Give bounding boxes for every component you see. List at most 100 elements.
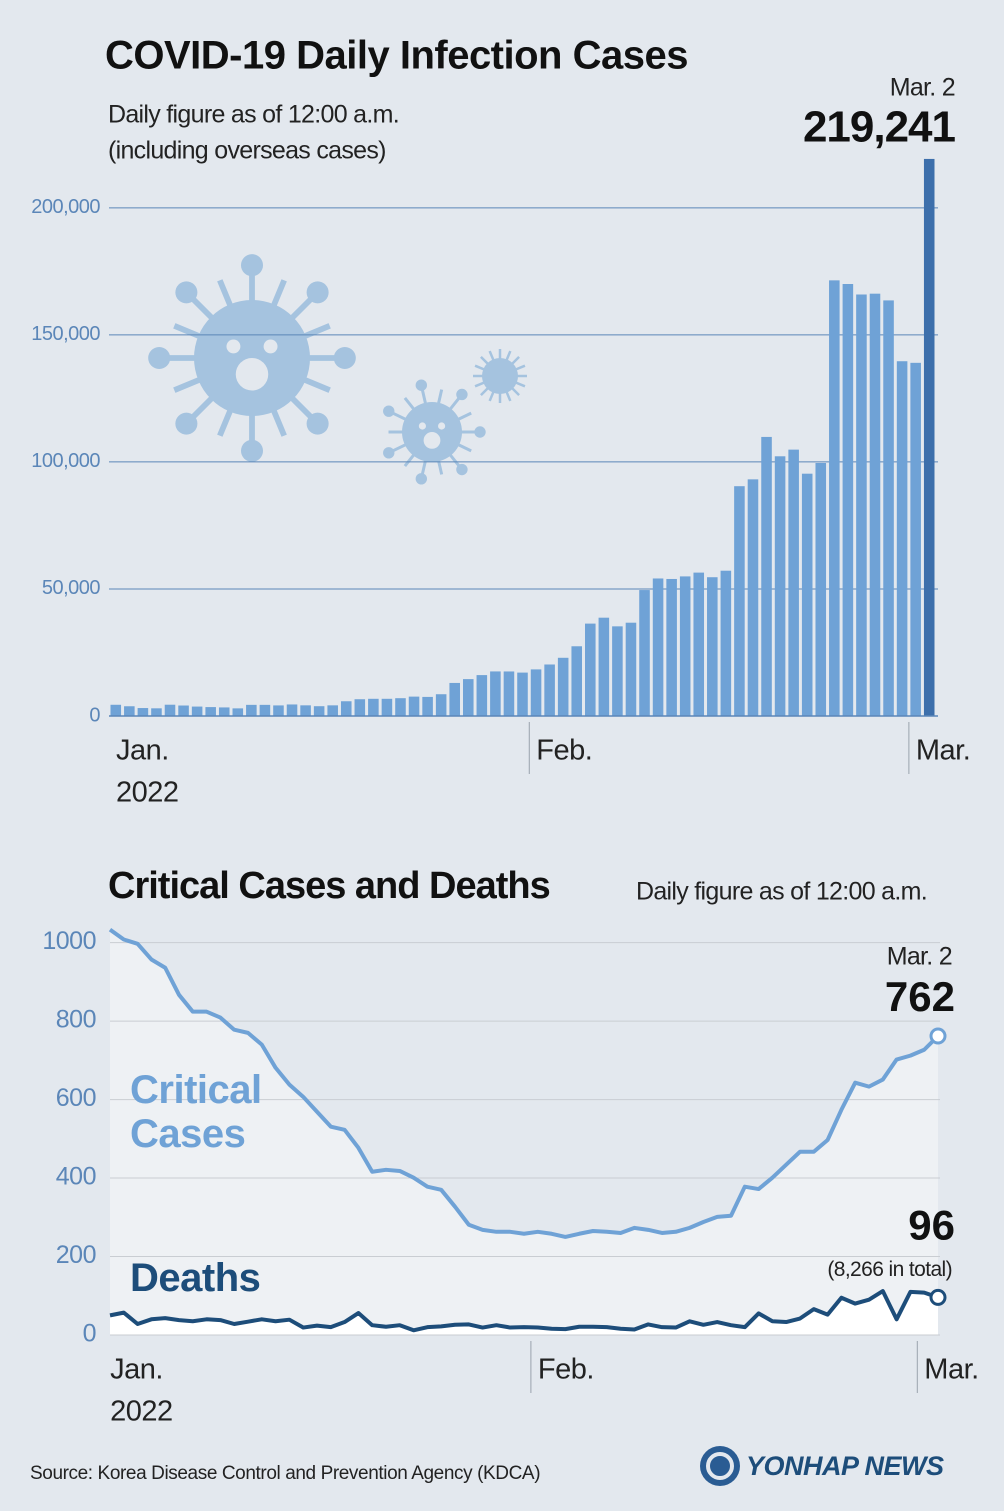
- bar: [693, 572, 705, 716]
- bar: [232, 708, 244, 716]
- bar: [286, 704, 298, 716]
- logo-icon: [700, 1446, 740, 1486]
- virus-knob: [148, 346, 171, 370]
- bar: [747, 479, 759, 716]
- bar: [571, 646, 583, 716]
- virus-knob: [415, 379, 428, 391]
- bar: [368, 698, 379, 716]
- bar: [340, 701, 352, 716]
- bar: [639, 590, 650, 716]
- bar: [910, 362, 921, 716]
- bar: [408, 696, 420, 716]
- bar: [707, 577, 718, 716]
- x-tick-label: Feb.: [536, 735, 592, 767]
- y-tick-label: 1000: [42, 927, 96, 955]
- bar: [300, 705, 311, 716]
- virus-knob: [415, 473, 428, 485]
- bar: [449, 682, 460, 716]
- bar: [720, 570, 732, 716]
- chart-subtitle: Daily figure as of 12:00 a.m.: [636, 878, 927, 906]
- bar: [612, 626, 623, 716]
- bar: [110, 704, 122, 716]
- virus-knob: [474, 426, 486, 438]
- y-tick-label: 200: [56, 1241, 96, 1269]
- y-tick-label: 600: [56, 1084, 96, 1112]
- bar: [395, 698, 406, 716]
- bar: [259, 704, 271, 716]
- virus-mouth: [235, 358, 269, 391]
- bar: [273, 705, 284, 716]
- virus-icon: [148, 254, 356, 462]
- virus-knob: [383, 447, 395, 459]
- bar: [476, 675, 488, 716]
- bar: [557, 657, 569, 716]
- bar: [191, 706, 203, 716]
- virus-eye: [418, 422, 426, 430]
- virus-knob: [240, 254, 264, 277]
- bar: [218, 707, 230, 716]
- bar: [598, 617, 610, 716]
- chart-title: Critical Cases and Deaths: [108, 865, 550, 907]
- bar: [490, 671, 501, 716]
- virus-body: [482, 358, 518, 394]
- value-label: 96: [908, 1201, 955, 1248]
- date-note: Mar. 2: [890, 74, 955, 102]
- series-label: Critical Cases: [130, 1068, 262, 1156]
- bar: [313, 706, 325, 716]
- bar: [137, 708, 149, 716]
- bar: [856, 294, 867, 716]
- date-note: Mar. 2: [887, 943, 952, 971]
- virus-icon: [383, 379, 486, 485]
- bar: [761, 436, 772, 716]
- line: [109, 1289, 939, 1333]
- bar: [327, 705, 338, 716]
- bar: [354, 699, 366, 716]
- virus-mouth: [423, 432, 441, 449]
- end-point: [929, 1288, 947, 1306]
- end-point: [929, 1027, 947, 1045]
- chart-subtitle: (including overseas cases): [108, 137, 386, 165]
- virus-knob: [456, 463, 468, 476]
- bar: [124, 706, 135, 716]
- x-year-label: 2022: [116, 777, 179, 809]
- bar: [246, 704, 257, 716]
- virus-knob: [383, 405, 395, 417]
- chart-title: COVID-19 Daily Infection Cases: [105, 34, 688, 78]
- y-tick-label: 200,000: [31, 196, 100, 218]
- value-label: 762: [885, 973, 955, 1020]
- bar: [462, 679, 474, 716]
- virus-knob: [175, 281, 198, 304]
- bar: [788, 449, 799, 716]
- y-tick-label: 0: [83, 1320, 96, 1348]
- bar: [625, 622, 637, 716]
- virus-knob: [306, 281, 329, 304]
- bar: [815, 462, 827, 716]
- bar: [829, 280, 840, 716]
- virus-knob: [175, 412, 198, 435]
- value-label: 219,241: [803, 103, 956, 152]
- bar: [666, 578, 677, 716]
- x-tick-label: Mar.: [916, 735, 970, 767]
- bar: [679, 576, 691, 716]
- bar: [164, 704, 176, 716]
- x-tick-label: Jan.: [110, 1354, 163, 1386]
- y-tick-label: 100,000: [31, 450, 100, 472]
- bar: [896, 361, 908, 716]
- bar: [178, 705, 189, 716]
- x-tick-label: Jan.: [116, 735, 169, 767]
- chart-subtitle: Daily figure as of 12:00 a.m.: [108, 101, 399, 129]
- y-tick-label: 50,000: [42, 577, 101, 599]
- bar: [435, 694, 447, 716]
- virus-eye: [263, 339, 278, 354]
- logo-text: YONHAP NEWS: [746, 1451, 944, 1481]
- bar: [422, 696, 433, 716]
- virus-knob: [456, 388, 468, 401]
- line: [108, 928, 940, 1239]
- bar: [381, 698, 393, 716]
- bar: [585, 623, 596, 716]
- logo-icon: [706, 1452, 734, 1480]
- logo: YONHAP NEWS: [700, 1446, 945, 1486]
- bar: [205, 707, 216, 716]
- bar: [869, 293, 881, 716]
